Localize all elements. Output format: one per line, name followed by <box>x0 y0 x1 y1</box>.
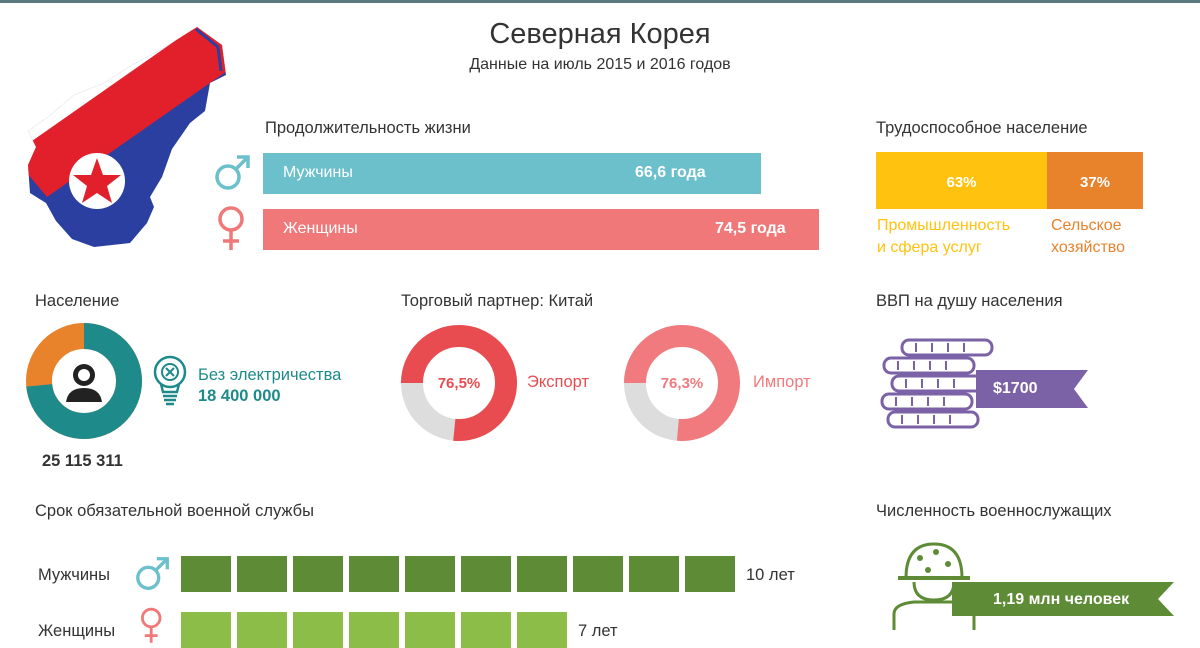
military-size-heading: Численность военнослужащих <box>876 502 1112 520</box>
female-symbol-icon <box>141 607 162 643</box>
top-border <box>0 0 1200 3</box>
life-bar-male: Мужчины 66,6 года <box>263 153 761 194</box>
page-title: Северная Корея <box>489 18 711 50</box>
page-subtitle: Данные на июль 2015 и 2016 годов <box>469 56 731 73</box>
service-male-label: Мужчины <box>38 566 111 584</box>
service-female-label: Женщины <box>38 622 116 640</box>
service-female-year-block <box>293 612 343 648</box>
population-donut-arc <box>26 323 142 439</box>
service-male-year-block <box>517 556 567 592</box>
import-donut-pct: 76,3% <box>661 375 704 392</box>
north-korea-flag-map <box>28 27 226 247</box>
service-female-year-block <box>517 612 567 648</box>
labor-segment-industry: 63% <box>876 152 1047 209</box>
no-electricity-value: 18 400 000 <box>198 387 281 405</box>
military-size-value: 1,19 млн человек <box>993 591 1130 608</box>
service-female-year-block <box>237 612 287 648</box>
service-male-year-block <box>685 556 735 592</box>
labor-heading: Трудоспособное население <box>876 119 1088 137</box>
life-bar-male-value: 66,6 года <box>635 164 706 181</box>
service-male-year-block <box>405 556 455 592</box>
life-bar-female-label: Женщины <box>283 220 358 237</box>
military-service-heading: Срок обязательной военной службы <box>35 502 314 520</box>
male-symbol-icon <box>136 557 169 590</box>
labor-caption-industry-line1: Промышленность <box>877 217 1011 234</box>
service-male-year-block <box>237 556 287 592</box>
service-male-year-block <box>349 556 399 592</box>
life-bar-female-value: 74,5 года <box>715 220 786 237</box>
labor-caption-industry: Промышленность и сфера услуг <box>877 215 1010 259</box>
person-icon <box>66 364 102 402</box>
no-electricity: Без электричества 18 400 000 <box>198 365 341 407</box>
coins-stack-icon <box>880 338 1088 429</box>
no-electricity-label: Без электричества <box>198 366 342 384</box>
gdp-heading: ВВП на душу населения <box>876 292 1063 310</box>
service-female-year-block <box>349 612 399 648</box>
service-female-year-block <box>461 612 511 648</box>
life-bar-male-label: Мужчины <box>283 164 353 181</box>
export-donut-pct: 76,5% <box>438 375 481 392</box>
trade-heading: Торговый партнер: Китай <box>401 292 594 310</box>
import-donut: 76,3% <box>624 325 740 441</box>
labor-caption-agriculture: Сельское хозяйство <box>1051 215 1125 259</box>
service-female-year-block <box>405 612 455 648</box>
lightbulb-icon <box>153 355 187 406</box>
population-heading: Население <box>35 292 120 310</box>
life-bar-female: Женщины 74,5 года <box>263 209 819 250</box>
export-donut: 76,5% <box>401 325 517 441</box>
life-expectancy-heading: Продолжительность жизни <box>265 119 471 137</box>
service-male-year-block <box>181 556 231 592</box>
export-donut-arc <box>401 325 517 441</box>
import-donut-arc <box>624 325 740 441</box>
population-total: 25 115 311 <box>42 452 123 470</box>
export-label: Экспорт <box>527 373 589 391</box>
male-symbol-icon <box>215 155 250 190</box>
service-male-value: 10 лет <box>746 566 795 584</box>
import-label: Импорт <box>753 373 811 391</box>
service-female-value: 7 лет <box>578 622 618 640</box>
population-donut <box>26 323 142 439</box>
service-male-year-block <box>461 556 511 592</box>
service-male-year-block <box>293 556 343 592</box>
gdp-value: $1700 <box>993 380 1038 397</box>
service-male-year-block <box>573 556 623 592</box>
female-symbol-icon <box>218 206 244 250</box>
labor-caption-agriculture-line1: Сельское <box>1051 217 1122 234</box>
service-male-year-block <box>629 556 679 592</box>
service-female-year-block <box>181 612 231 648</box>
soldier-icon <box>892 542 1174 630</box>
labor-segment-agriculture: 37% <box>1047 152 1143 209</box>
labor-caption-industry-line2: и сфера услуг <box>877 239 982 256</box>
labor-caption-agriculture-line2: хозяйство <box>1051 239 1126 256</box>
